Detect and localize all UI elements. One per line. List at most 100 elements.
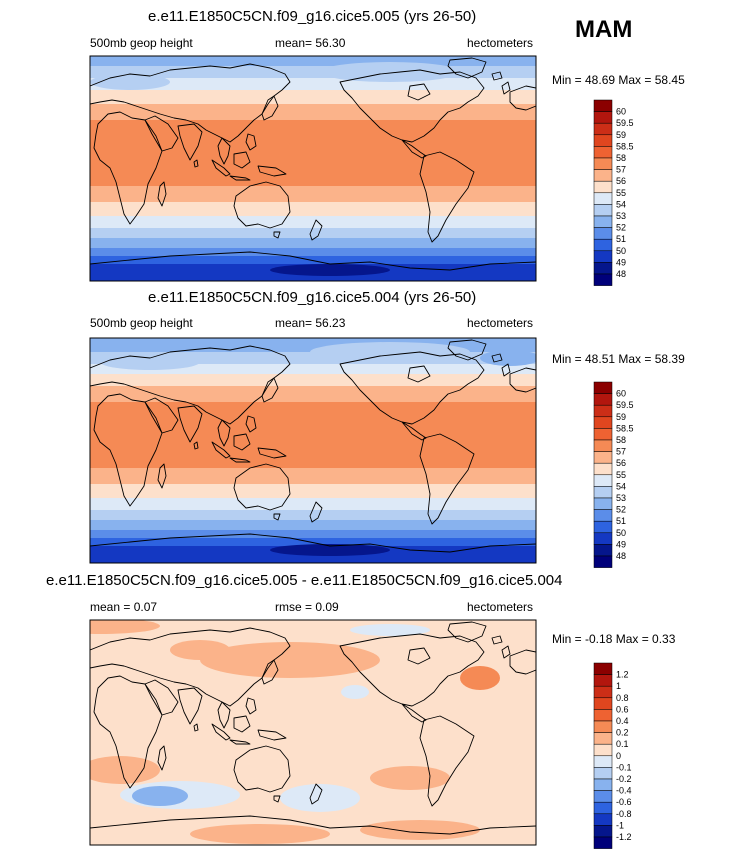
map1-frame	[89, 55, 537, 282]
colorbar-box	[593, 778, 613, 791]
colorbar-box	[593, 462, 613, 476]
colorbar-box	[593, 709, 613, 722]
colorbar-tick-label: 58	[616, 435, 626, 445]
colorbar-box	[593, 732, 613, 745]
colorbar-box	[593, 111, 613, 124]
colorbar-tick-label: 56	[616, 458, 626, 468]
contour-band	[90, 402, 536, 469]
colorbar-tick-label: 60	[616, 107, 626, 117]
colorbar-box	[593, 250, 613, 263]
colorbar-tick-label: 53	[616, 493, 626, 503]
colorbar-box	[593, 180, 613, 194]
colorbar-tick-label: 55	[616, 470, 626, 480]
map2-frame	[89, 337, 537, 564]
contour-blob	[320, 62, 460, 82]
colorbar-box	[593, 227, 613, 240]
colorbar-box	[593, 262, 613, 275]
colorbar-tick-label: -1	[616, 820, 624, 830]
panel2-units-label: hectometers	[467, 316, 534, 330]
colorbar-tick-label: -0.1	[616, 762, 632, 772]
colorbar-box	[593, 825, 613, 838]
contour-band	[90, 104, 536, 121]
colorbar-tick-label: 0.8	[616, 693, 629, 703]
contour-blob	[341, 685, 369, 699]
colorbar-tick-label: 59	[616, 130, 626, 140]
panel1-mean-label: mean= 56.30	[275, 36, 346, 50]
colorbar-box	[593, 428, 613, 441]
colorbar-box	[593, 122, 613, 136]
contour-band	[90, 120, 536, 187]
colorbar-box	[593, 99, 613, 112]
colorbar-tick-label: 59	[616, 412, 626, 422]
colorbar-box	[593, 381, 613, 394]
colorbar-tick-label: 1.2	[616, 670, 629, 680]
contour-blob	[460, 666, 500, 690]
colorbar-box	[593, 662, 613, 675]
colorbar-box	[593, 555, 613, 568]
contour-blob	[310, 342, 470, 362]
colorbar-tick-label: 53	[616, 211, 626, 221]
colorbar-box	[593, 146, 613, 159]
colorbar-box	[593, 439, 613, 452]
colorbar-tick-label: 48	[616, 551, 626, 561]
contour-band	[90, 386, 536, 403]
colorbar-box	[593, 813, 613, 826]
contour-band	[90, 374, 536, 387]
colorbar-tick-label: 60	[616, 389, 626, 399]
contour-band	[90, 202, 536, 217]
panel3-units-label: hectometers	[467, 600, 534, 614]
colorbar-tick-label: 50	[616, 528, 626, 538]
colorbar-box	[593, 755, 613, 768]
panel3-title: e.e11.E1850C5CN.f09_g16.cice5.005 - e.e1…	[46, 572, 563, 589]
colorbar-box	[593, 532, 613, 545]
contour-blob	[200, 642, 380, 678]
contour-band	[90, 468, 536, 485]
colorbar-tick-label: 55	[616, 188, 626, 198]
colorbar-tick-label: 1	[616, 681, 621, 691]
map1	[90, 56, 536, 281]
colorbar-box	[593, 134, 613, 147]
colorbar-box	[593, 486, 613, 499]
colorbar-tick-label: 57	[616, 165, 626, 175]
panel1-units-label: hectometers	[467, 36, 534, 50]
colorbar-tick-label: 57	[616, 447, 626, 457]
map3	[90, 620, 536, 845]
contour-blob	[370, 766, 450, 790]
colorbar-tick-label: 59.5	[616, 400, 634, 410]
contour-band	[90, 78, 536, 91]
contour-band	[90, 248, 536, 257]
colorbar-tick-label: 58.5	[616, 423, 634, 433]
contour-band	[90, 364, 536, 375]
colorbar-tick-label: 58	[616, 153, 626, 163]
colorbar-box	[593, 685, 613, 699]
panel3-rmse-label: rmse = 0.09	[275, 600, 339, 614]
colorbar-box	[593, 697, 613, 710]
map2	[90, 338, 536, 563]
colorbar-box	[593, 204, 613, 217]
panel2-title: e.e11.E1850C5CN.f09_g16.cice5.004 (yrs 2…	[148, 289, 477, 306]
colorbar-box	[593, 720, 613, 733]
contour-band	[90, 520, 536, 531]
contour-blob	[90, 620, 160, 634]
contour-blob	[190, 824, 330, 844]
contour-blob	[350, 624, 430, 636]
colorbar-box	[593, 404, 613, 418]
colorbar-box	[593, 273, 613, 286]
contour-blob	[90, 756, 160, 784]
panel2-left-label: 500mb geop height	[90, 316, 193, 330]
contour-band	[90, 238, 536, 249]
colorbar-tick-label: 49	[616, 257, 626, 267]
colorbar-tick-label: 50	[616, 246, 626, 256]
colorbar-box	[593, 544, 613, 557]
colorbar-box	[593, 192, 613, 205]
contour-blob	[100, 354, 200, 370]
contour-blob	[132, 786, 188, 806]
colorbar-box	[593, 393, 613, 406]
colorbar-tick-label: 0	[616, 751, 621, 761]
colorbar-tick-label: 49	[616, 539, 626, 549]
colorbar-tick-label: 59.5	[616, 118, 634, 128]
panel1-title: e.e11.E1850C5CN.f09_g16.cice5.005 (yrs 2…	[148, 8, 477, 25]
contour-band	[90, 498, 536, 511]
colorbar-box	[593, 801, 613, 815]
colorbar-box	[593, 674, 613, 687]
